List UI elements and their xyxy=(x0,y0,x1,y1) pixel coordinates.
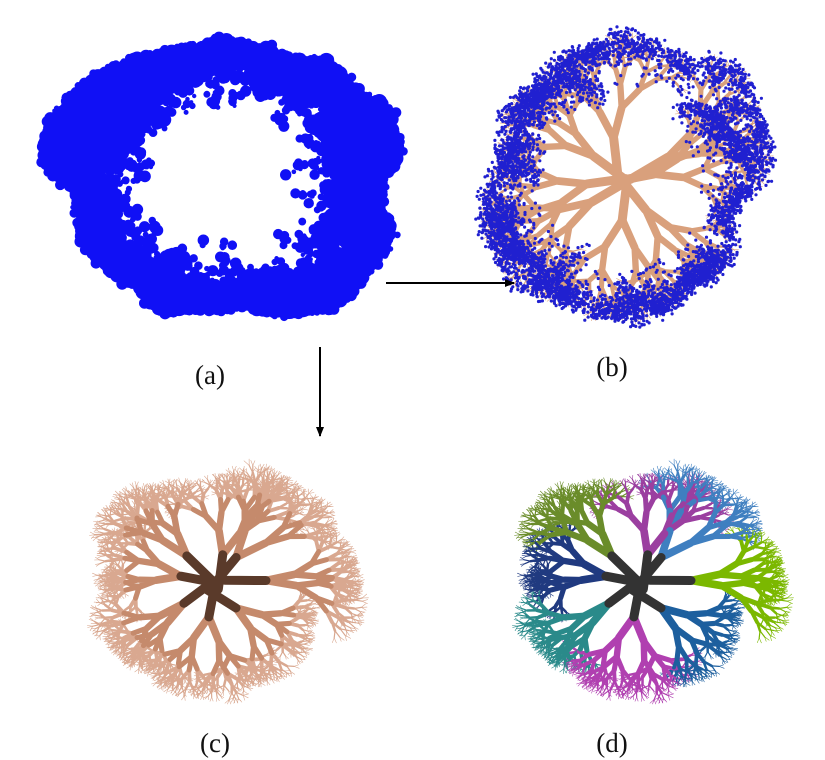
tree-branch xyxy=(519,481,630,554)
tree-branch xyxy=(563,513,606,544)
panel-c-tree-model xyxy=(86,458,369,705)
tree-branch xyxy=(674,605,722,662)
tree-branch xyxy=(584,530,616,560)
tree-branch xyxy=(547,538,576,601)
panel-label: (d) xyxy=(596,728,627,758)
tree-branch xyxy=(602,634,658,664)
tree-branch xyxy=(601,550,696,622)
sample-points xyxy=(474,25,778,329)
tree-branch xyxy=(537,531,572,609)
tree-branch xyxy=(739,540,772,624)
tree-branch xyxy=(715,560,746,601)
panel-label: (c) xyxy=(200,728,230,758)
panel-a-point-cloud xyxy=(36,31,408,322)
tree-branch xyxy=(733,549,760,614)
tree-branch xyxy=(548,501,606,538)
tree-branch xyxy=(581,599,613,627)
tree-branch xyxy=(672,610,709,649)
tree-branch xyxy=(561,612,596,642)
panel-d-colored-tree xyxy=(511,458,794,705)
tree-branch xyxy=(687,570,725,590)
tree-branch xyxy=(121,492,335,677)
tree-branch xyxy=(176,550,271,622)
panel-b-skeleton-points xyxy=(474,25,778,329)
skeleton-branch xyxy=(554,103,703,252)
tree-branch xyxy=(546,610,590,654)
panel-label: (b) xyxy=(596,352,627,382)
tree-branch xyxy=(560,548,588,590)
tree-branch xyxy=(135,507,321,664)
tree-branch xyxy=(536,493,615,544)
tree-branch xyxy=(152,526,300,645)
tree-branch xyxy=(657,604,691,632)
tree-branch xyxy=(628,509,686,537)
panel-label: (a) xyxy=(195,360,225,390)
tree-branch xyxy=(672,599,730,671)
tree-branch xyxy=(657,527,695,562)
point-cloud xyxy=(36,31,408,322)
skeleton-branch xyxy=(582,133,673,225)
tree-branch xyxy=(587,647,673,677)
